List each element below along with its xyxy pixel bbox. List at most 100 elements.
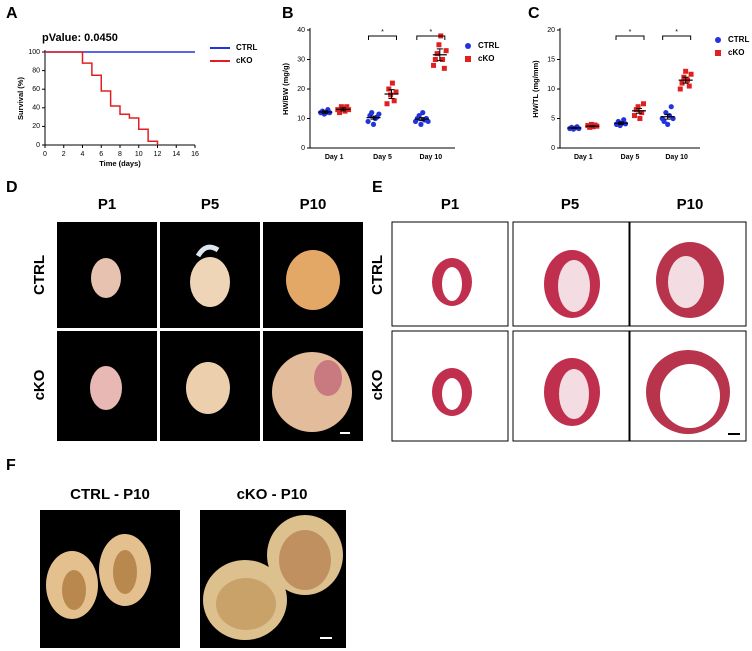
data-point	[686, 83, 692, 89]
data-point	[440, 57, 446, 62]
data-point	[370, 121, 377, 127]
error-bar	[618, 121, 624, 125]
panel-label: F	[6, 457, 16, 474]
data-point	[432, 57, 438, 62]
x-axis-label: Time (days)	[99, 159, 141, 168]
y-axis-label: HW/TL (mg/mm)	[531, 60, 540, 118]
legend-label: cKO	[236, 56, 252, 65]
y-tick-label: 10	[297, 115, 305, 122]
data-point	[376, 111, 382, 117]
y-tick-label: 5	[551, 115, 555, 122]
data-point	[637, 116, 643, 121]
error-bar	[436, 48, 443, 62]
significance-bracket	[615, 35, 645, 40]
data-point	[679, 80, 685, 86]
legend-swatch	[465, 56, 471, 62]
error-bar	[370, 115, 377, 120]
data-point	[633, 107, 639, 113]
x-tick-label: Day 5	[373, 154, 392, 161]
data-point	[418, 121, 424, 127]
legend-label: CTRL	[728, 35, 749, 44]
data-point	[587, 124, 593, 130]
histology-sections	[391, 221, 747, 442]
legend-swatch	[465, 43, 471, 49]
data-point	[621, 117, 627, 123]
significance-bracket	[416, 35, 446, 40]
data-point	[386, 86, 392, 92]
data-point	[391, 98, 397, 104]
x-tick-label: Day 10	[665, 154, 688, 161]
opened-hearts	[40, 510, 346, 648]
legend-label: cKO	[478, 54, 494, 63]
x-tick-label: 6	[99, 151, 103, 158]
y-tick-label: 40	[297, 27, 305, 34]
data-point	[641, 101, 646, 107]
y-tick-label: 0	[551, 145, 555, 152]
error-bar	[340, 107, 347, 112]
x-tick-label: 0	[43, 151, 47, 158]
panel-label: B	[282, 5, 294, 22]
column-label: P1	[441, 196, 459, 213]
error-bar	[418, 117, 425, 122]
column-label: P10	[677, 196, 704, 213]
error-bar	[589, 125, 596, 128]
data-point	[425, 118, 431, 125]
significance-label: *	[675, 29, 678, 36]
row-label: CTRL	[31, 255, 48, 295]
legend-swatch	[715, 37, 721, 43]
column-label: P5	[561, 196, 579, 213]
y-tick-label: 15	[547, 56, 555, 63]
data-point	[365, 118, 371, 125]
section-label: CTRL - P10	[70, 486, 150, 503]
row-label: cKO	[31, 369, 48, 400]
data-point	[436, 42, 442, 48]
x-tick-label: 10	[135, 151, 143, 158]
data-point	[369, 110, 375, 116]
y-tick-label: 30	[297, 56, 305, 63]
data-point	[388, 92, 394, 98]
section-label: cKO - P10	[237, 486, 308, 503]
x-tick-label: 16	[191, 151, 199, 158]
data-point	[443, 48, 449, 54]
panel-label: C	[528, 5, 540, 22]
data-point	[337, 110, 343, 116]
y-axis-label: HW/BW (mg/g)	[281, 62, 290, 115]
y-tick-label: 10	[547, 86, 555, 93]
y-tick-label: 0	[301, 145, 305, 152]
data-point	[661, 118, 667, 125]
x-tick-label: Day 5	[621, 154, 640, 161]
data-point	[384, 101, 390, 107]
column-label: P1	[98, 196, 116, 213]
data-point	[632, 113, 637, 119]
error-bar	[682, 76, 689, 84]
panel-label: D	[6, 179, 18, 196]
y-tick-label: 20	[297, 86, 305, 93]
x-tick-label: 12	[154, 151, 162, 158]
y-tick-label: 80	[32, 67, 40, 74]
data-point	[420, 110, 426, 116]
legend-swatch	[715, 50, 721, 56]
column-label: P10	[300, 196, 327, 213]
column-label: P5	[201, 196, 219, 213]
error-bar	[664, 113, 671, 120]
y-tick-label: 40	[32, 105, 40, 112]
data-point	[665, 121, 671, 127]
data-point	[635, 104, 641, 110]
significance-bracket	[662, 35, 692, 40]
significance-label: *	[629, 29, 632, 36]
x-tick-label: Day 10	[420, 154, 443, 161]
data-point	[688, 71, 694, 77]
legend-label: CTRL	[236, 43, 257, 52]
y-tick-label: 20	[32, 123, 40, 130]
legend-label: CTRL	[478, 41, 499, 50]
x-tick-label: Day 1	[574, 154, 593, 161]
data-point	[683, 68, 689, 74]
data-point	[344, 104, 350, 110]
data-point	[416, 112, 422, 119]
legend-label: cKO	[728, 48, 744, 57]
data-point	[393, 89, 399, 95]
data-point	[431, 62, 437, 68]
data-point	[434, 51, 440, 57]
data-point	[441, 65, 447, 71]
significance-bracket	[368, 35, 397, 40]
